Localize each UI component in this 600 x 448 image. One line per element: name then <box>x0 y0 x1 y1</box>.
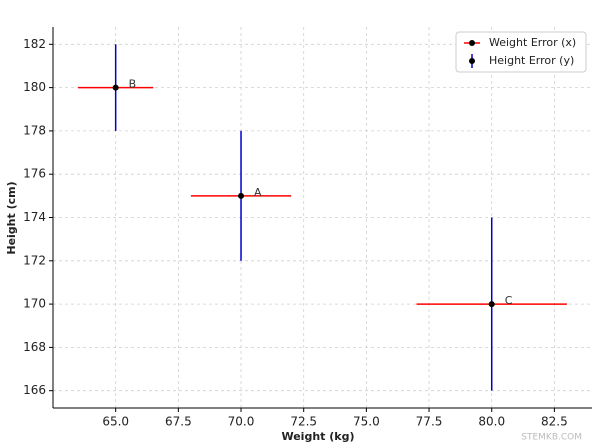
y-tick-label: 182 <box>23 37 46 51</box>
watermark: STEMKB.COM <box>521 433 582 443</box>
x-tick-label: 65.0 <box>102 415 129 429</box>
y-tick-label: 180 <box>23 80 46 94</box>
legend-label: Height Error (y) <box>489 54 574 67</box>
y-tick-label: 168 <box>23 340 46 354</box>
x-tick-label: 82.5 <box>541 415 568 429</box>
y-tick-label: 174 <box>23 210 46 224</box>
y-axis-label: Height (cm) <box>5 181 18 254</box>
legend-swatch <box>469 40 475 46</box>
y-tick-label: 172 <box>23 253 46 267</box>
legend-box <box>455 31 587 73</box>
y-tick-label: 176 <box>23 167 46 181</box>
x-tick-label: 75.0 <box>353 415 380 429</box>
point-label: C <box>505 294 513 307</box>
point-label: B <box>129 78 137 91</box>
x-tick-label: 70.0 <box>228 415 255 429</box>
point <box>488 301 495 308</box>
x-tick-label: 80.0 <box>478 415 505 429</box>
y-tick-label: 166 <box>23 383 46 397</box>
x-tick-label: 67.5 <box>165 415 192 429</box>
x-tick-label: 72.5 <box>290 415 317 429</box>
point <box>238 192 245 199</box>
x-axis-label: Weight (kg) <box>281 430 354 443</box>
x-tick-label: 77.5 <box>416 415 443 429</box>
legend-label: Weight Error (x) <box>489 36 576 49</box>
point-label: A <box>254 186 262 199</box>
y-tick-label: 170 <box>23 297 46 311</box>
point <box>112 84 119 91</box>
y-tick-label: 178 <box>23 123 46 137</box>
legend-swatch <box>469 58 475 64</box>
